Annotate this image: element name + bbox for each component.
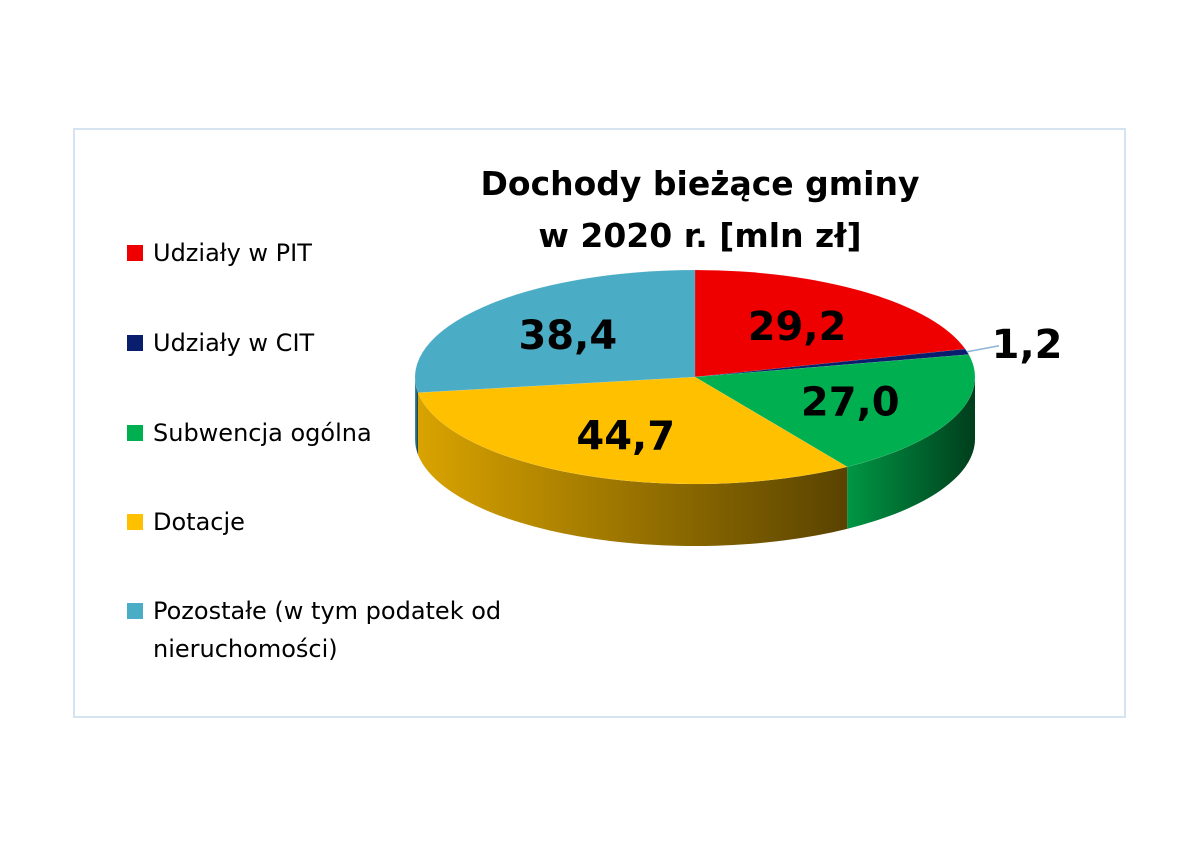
pie-data-labels: 29,2 1,2 27,0 44,7 38,4: [518, 304, 1062, 459]
pie-side-walls: [415, 377, 975, 546]
legend-item-cit: Udziały w CIT: [127, 324, 533, 362]
legend-swatch-pit: [127, 245, 143, 261]
pie-slice-subwencja: [694, 354, 976, 468]
pie-top: [414, 269, 976, 485]
pie-slice-dotacje: [417, 376, 848, 485]
legend-swatch-pozostale: [127, 603, 143, 619]
chart-title: Dochody bieżące gminy w 2020 r. [mln zł]: [375, 158, 1025, 262]
leader-line-cit: [966, 345, 1000, 353]
pie-side-dotacje: [417, 392, 848, 546]
data-label-cit: 1,2: [992, 322, 1063, 368]
data-label-dotacje: 44,7: [576, 413, 675, 459]
pie-slice-pit: [694, 269, 966, 378]
legend-label-subwencja: Subwencja ogólna: [153, 419, 372, 447]
legend-item-dotacje: Dotacje: [127, 503, 533, 541]
legend-label-cit: Udziały w CIT: [153, 329, 315, 357]
chart-title-line-2: w 2020 r. [mln zł]: [538, 216, 862, 255]
legend-label-pozostale: Pozostałe (w tym podatek od nieruchomośc…: [153, 597, 502, 663]
pie-slice-cit: [694, 348, 970, 378]
legend-label-pit: Udziały w PIT: [153, 239, 312, 267]
data-label-subwencja: 27,0: [801, 380, 900, 426]
legend-swatch-dotacje: [127, 514, 143, 530]
pie-chart: 29,2 1,2 27,0 44,7 38,4: [414, 269, 1063, 546]
pie-side-pozostale: [415, 377, 418, 455]
legend-item-pit: Udziały w PIT: [127, 234, 533, 272]
data-label-pozostale: 38,4: [518, 313, 617, 359]
legend-item-subwencja: Subwencja ogólna: [127, 414, 533, 452]
data-label-pit: 29,2: [748, 304, 847, 350]
chart-frame: Dochody bieżące gminy w 2020 r. [mln zł]…: [73, 128, 1126, 718]
chart-title-line-1: Dochody bieżące gminy: [480, 164, 920, 203]
pie-slice-pozostale: [414, 269, 696, 393]
legend-swatch-cit: [127, 335, 143, 351]
legend-swatch-subwencja: [127, 425, 143, 441]
pie-side-subwencja: [847, 377, 975, 529]
legend-label-dotacje: Dotacje: [153, 508, 245, 536]
legend-item-pozostale: Pozostałe (w tym podatek od nieruchomośc…: [127, 592, 533, 668]
